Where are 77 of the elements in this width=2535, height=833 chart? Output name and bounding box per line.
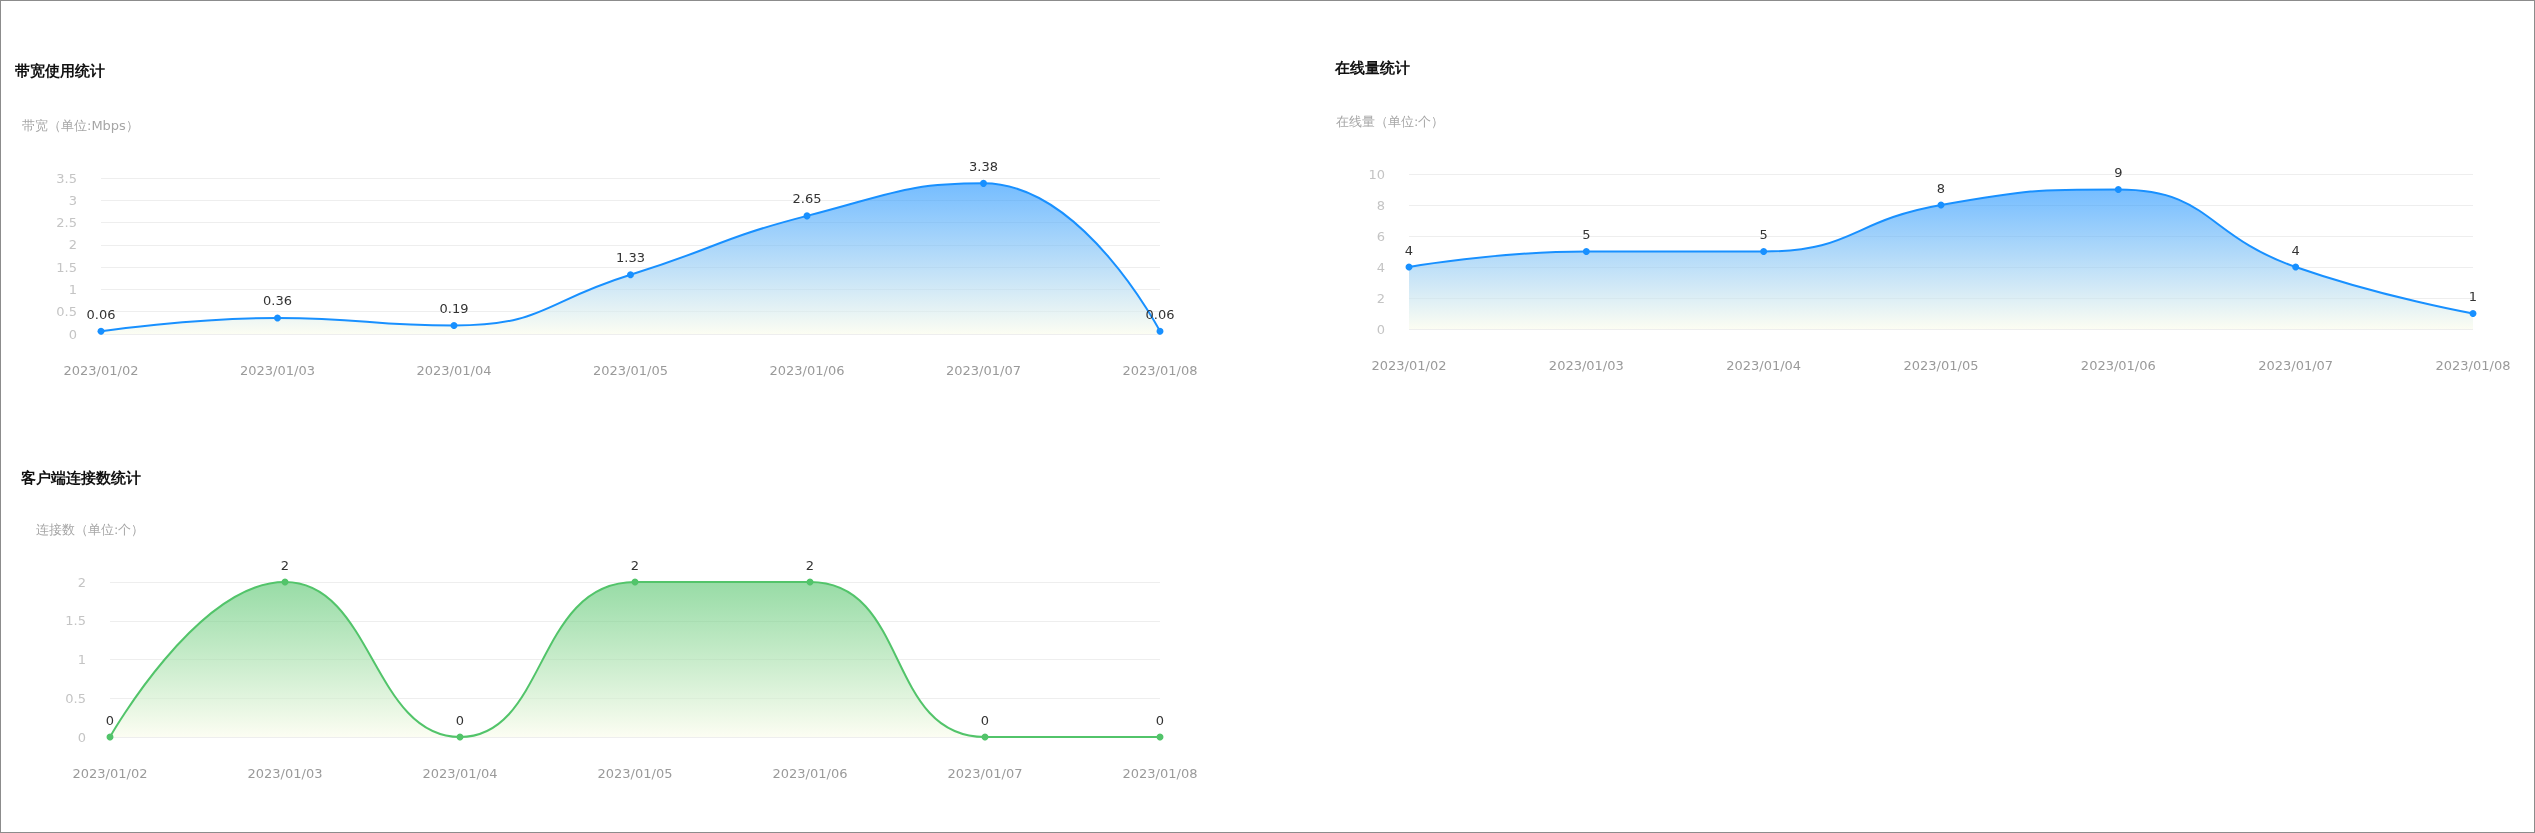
- y-tick-label: 0.5: [56, 304, 77, 320]
- data-label: 0: [455, 712, 465, 728]
- y-tick-label: 2: [1376, 290, 1385, 306]
- x-tick-label: 2023/01/06: [769, 363, 845, 378]
- y-tick-label: 0.5: [65, 690, 86, 706]
- x-tick-label: 2023/01/05: [593, 363, 668, 378]
- data-label: 4: [1404, 242, 1414, 258]
- data-label: 0.06: [86, 306, 116, 322]
- data-label: 2: [280, 557, 290, 573]
- point: [2292, 263, 2300, 271]
- chart-title: 带宽使用统计: [15, 61, 105, 80]
- y-axis-title: 在线量（单位:个）: [1336, 114, 1445, 129]
- x-tick-label: 2023/01/08: [2435, 358, 2511, 373]
- point: [274, 314, 281, 322]
- x-tick-label: 2023/01/05: [597, 766, 673, 781]
- data-label: 5: [1582, 227, 1591, 242]
- data-label: 1: [2468, 289, 2478, 304]
- y-tick-label: 3: [68, 192, 77, 208]
- data-label: 0: [1155, 712, 1165, 728]
- data-label: 2.65: [792, 191, 822, 207]
- y-axis-title: 带宽（单位:Mbps）: [22, 118, 139, 133]
- y-tick-label: 0: [1376, 321, 1385, 337]
- x-tick-label: 2023/01/02: [1371, 358, 1447, 373]
- x-tick-label: 2023/01/05: [1903, 358, 1979, 373]
- x-tick-label: 2023/01/08: [1122, 766, 1198, 781]
- y-tick-label: 2: [77, 574, 86, 590]
- x-tick-label: 2023/01/04: [422, 766, 498, 781]
- point: [627, 271, 634, 279]
- x-tick-label: 2023/01/03: [240, 363, 315, 378]
- x-tick-label: 2023/01/08: [1122, 363, 1198, 378]
- x-tick-label: 2023/01/03: [247, 766, 323, 781]
- chart-title: 在线量统计: [1334, 58, 1410, 77]
- point: [1582, 248, 1590, 255]
- y-tick-label: 4: [1376, 259, 1385, 275]
- point: [980, 179, 987, 187]
- y-tick-label: 3.5: [56, 170, 77, 186]
- y-tick-label: 1: [68, 281, 77, 297]
- data-label: 0.19: [439, 301, 469, 317]
- y-tick-label: 0: [77, 729, 86, 745]
- data-label: 5: [1759, 227, 1768, 242]
- data-label: 2: [630, 557, 640, 573]
- point: [2114, 186, 2122, 193]
- x-tick-label: 2023/01/07: [946, 363, 1021, 378]
- y-tick-label: 0: [68, 326, 77, 342]
- x-tick-label: 2023/01/02: [63, 363, 139, 378]
- data-label: 0: [105, 712, 115, 728]
- y-tick-label: 2: [68, 237, 77, 253]
- data-label: 0: [980, 712, 990, 728]
- y-axis-title: 连接数（单位:个）: [36, 522, 145, 537]
- point: [1156, 327, 1164, 335]
- chart-title: 客户端连接数统计: [20, 468, 141, 487]
- data-label: 3.38: [969, 158, 998, 174]
- y-tick-label: 2.5: [56, 215, 77, 231]
- x-tick-label: 2023/01/07: [947, 766, 1023, 781]
- data-label: 1.33: [616, 250, 645, 266]
- y-tick-label: 8: [1376, 197, 1385, 213]
- x-tick-label: 2023/01/03: [1548, 358, 1624, 373]
- point: [2469, 310, 2477, 317]
- y-tick-label: 1.5: [65, 613, 86, 629]
- data-label: 4: [2291, 242, 2300, 258]
- y-tick-label: 10: [1368, 166, 1385, 182]
- y-tick-label: 6: [1376, 228, 1385, 244]
- x-tick-label: 2023/01/06: [772, 766, 848, 781]
- x-tick-label: 2023/01/04: [1726, 358, 1802, 373]
- point: [450, 322, 458, 330]
- x-tick-label: 2023/01/06: [2080, 358, 2156, 373]
- x-tick-label: 2023/01/02: [72, 766, 148, 781]
- point: [97, 327, 105, 335]
- data-label: 9: [2114, 165, 2123, 180]
- point: [1760, 248, 1768, 255]
- data-label: 8: [1936, 180, 1946, 196]
- x-tick-label: 2023/01/07: [2258, 358, 2334, 373]
- x-tick-label: 2023/01/04: [416, 363, 492, 378]
- data-label: 2: [805, 557, 815, 573]
- y-tick-label: 1: [77, 652, 86, 667]
- y-tick-label: 1.5: [56, 259, 77, 275]
- data-label: 0.36: [263, 293, 292, 309]
